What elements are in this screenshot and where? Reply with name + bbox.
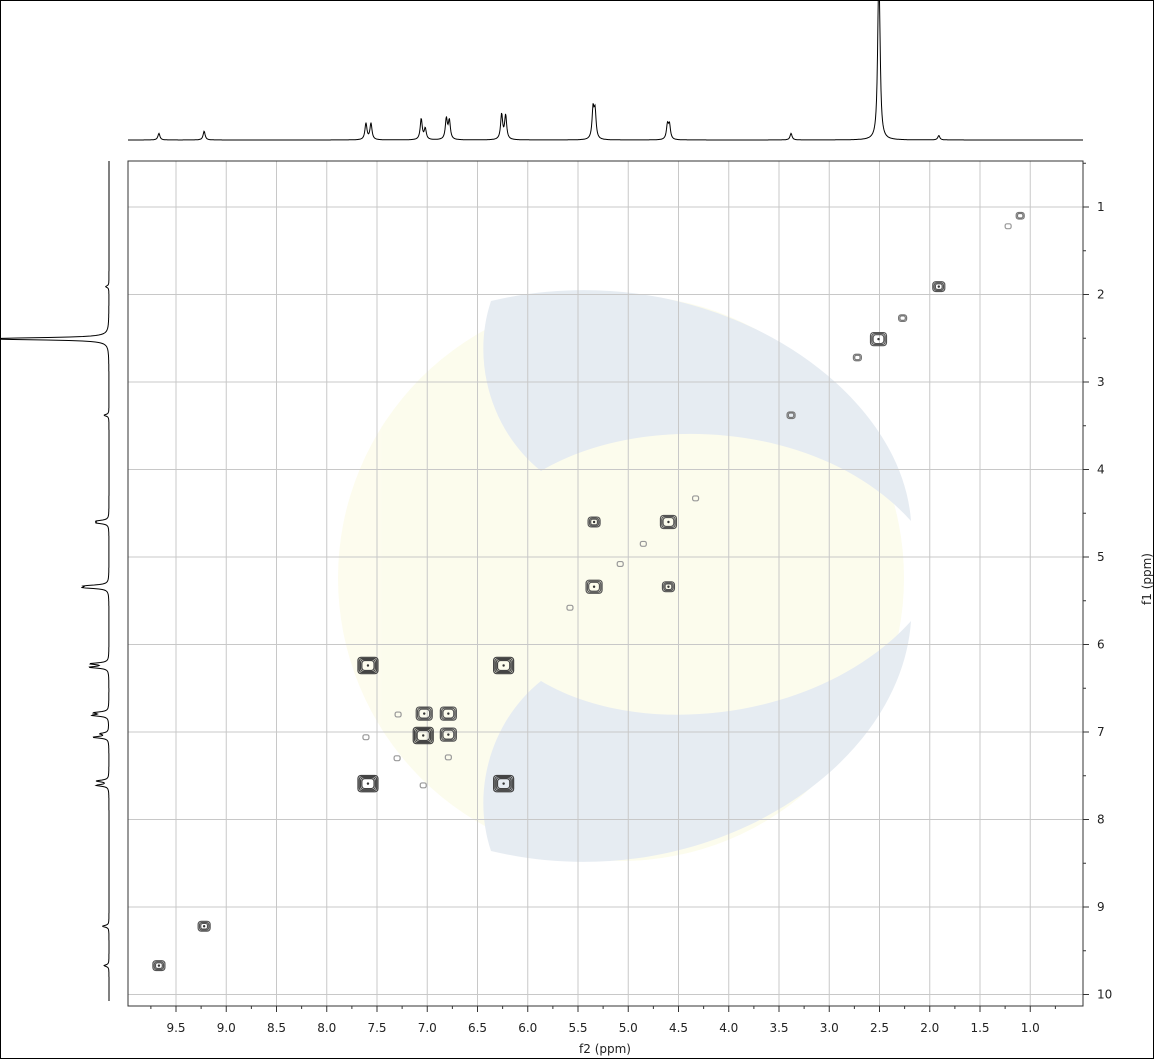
x-tick-label: 2.0 [920,1021,939,1035]
y-tick-label: 3 [1097,375,1105,389]
cross-peak [493,774,515,793]
cross-peak [587,516,601,528]
y-tick-label: 1 [1097,200,1105,214]
x-tick-label: 4.0 [719,1021,738,1035]
cross-peak [869,331,888,347]
cross-peak [152,960,166,972]
cross-peak [1004,223,1012,230]
x-tick-label: 6.0 [518,1021,537,1035]
x-tick-label: 8.5 [267,1021,286,1035]
cross-peak [661,581,676,593]
x-tick-label: 1.5 [970,1021,989,1035]
cross-peak [357,774,379,793]
x-axis-title: f2 (ppm) [579,1042,631,1056]
x-tick-label: 9.0 [217,1021,236,1035]
grid-lines [128,161,1083,1006]
x-tick-label: 1.0 [1021,1021,1040,1035]
x-tick-label: 7.5 [367,1021,386,1035]
cross-peak [419,782,427,789]
cross-peak [444,754,452,761]
y-tick-label: 4 [1097,463,1105,477]
x-tick-label: 7.0 [418,1021,437,1035]
cross-peak [616,560,624,568]
x-tick-label: 3.5 [769,1021,788,1035]
y-axis: 1 2 3 4 5 6 7 8 9 10 [1083,162,1112,1002]
x-axis: 9.5 9.0 8.5 8.0 7.5 7.0 6.5 6.0 5.5 5.0 4.5 4.0 3.5 3… [150,1006,1056,1035]
cross-peak [691,495,700,502]
cross-peak [932,281,946,293]
x-tick-label: 5.0 [619,1021,638,1035]
y-tick-label: 9 [1097,900,1105,914]
cross-peak [1015,211,1025,220]
cross-peak [415,706,433,721]
cross-peak [393,755,401,762]
cross-peak [439,706,457,721]
y-tick-label: 6 [1097,638,1105,652]
y-tick-label: 10 [1097,988,1112,1002]
cross-peak [566,604,574,611]
top-1d-spectrum [128,1,1083,141]
y-axis-title: f1 (ppm) [1140,553,1153,605]
left-1d-spectrum [1,161,110,1001]
x-tick-label: 6.5 [468,1021,487,1035]
y-tick-label: 5 [1097,550,1105,564]
y-tick-label: 8 [1097,813,1105,827]
cross-peak [852,353,862,362]
y-tick-label: 2 [1097,288,1105,302]
cross-peak [412,726,434,745]
cross-peak [362,734,370,741]
cross-peaks [152,211,1025,972]
cross-peak [439,727,457,742]
cross-peak [639,540,647,547]
cross-peak [197,920,211,932]
x-tick-label: 9.5 [166,1021,185,1035]
x-tick-label: 3.0 [820,1021,839,1035]
watermark-logo [338,290,911,862]
cross-peak [493,656,515,675]
cross-peak [585,579,603,594]
x-tick-label: 4.5 [669,1021,688,1035]
plot-area-border [127,160,1084,1007]
cross-peak [786,411,796,420]
cross-peak [357,656,379,675]
x-tick-label: 5.5 [568,1021,587,1035]
cross-peak [898,314,908,323]
x-tick-label: 8.0 [317,1021,336,1035]
cross-peak [394,711,402,718]
y-tick-label: 7 [1097,725,1105,739]
cross-peak [659,514,678,530]
x-tick-label: 2.5 [870,1021,889,1035]
